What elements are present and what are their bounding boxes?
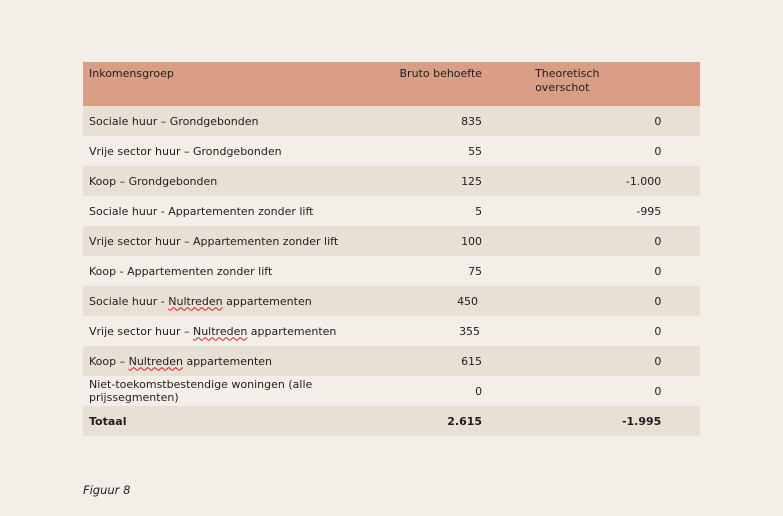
bruto-cell: 100 [461, 234, 483, 248]
overschot-cell: 0 [654, 384, 662, 398]
bruto-cell: 355 [459, 324, 481, 338]
row-label: Niet-toekomstbestendige woningen (alle p… [83, 376, 384, 406]
row-label: Vrije sector huur – Appartementen zonder… [83, 226, 384, 256]
label-text: appartementen [222, 294, 312, 308]
table-row: Koop – Grondgebonden 125 -1.000 [83, 166, 700, 196]
bruto-cell: 0 [475, 384, 483, 398]
table-row: Koop – Nultreden appartementen 615 0 [83, 346, 700, 376]
bruto-cell: 55 [468, 144, 483, 158]
label-text: Koop – Grondgebonden [89, 174, 218, 188]
bruto-cell: 835 [461, 114, 483, 128]
header-inkomensgroep: Inkomensgroep [89, 67, 174, 80]
row-label: Sociale huur – Grondgebonden [83, 106, 384, 136]
row-label: Koop – Nultreden appartementen [83, 346, 384, 376]
row-label: Koop – Grondgebonden [83, 166, 384, 196]
bruto-cell: 5 [475, 204, 483, 218]
table-row: Sociale huur - Nultreden appartementen 4… [83, 286, 700, 316]
bruto-cell: 450 [457, 294, 479, 308]
table-row: Niet-toekomstbestendige woningen (alle p… [83, 376, 700, 406]
label-text: appartementen [182, 354, 273, 368]
label-text: Vrije sector huur – Grondgebonden [89, 144, 282, 158]
label-text: Koop – [89, 354, 129, 368]
table-row: Vrije sector huur – Nultreden appartemen… [83, 316, 700, 346]
spellcheck-flagged-word: Nultreden [128, 354, 183, 368]
total-label: Totaal [89, 414, 127, 428]
overschot-cell: 0 [654, 234, 662, 248]
overschot-cell: 0 [654, 264, 662, 278]
header-line-1: Theoretisch [535, 67, 600, 80]
header-theoretisch-overschot: Theoretisch overschot [482, 62, 661, 106]
row-label: Vrije sector huur – Grondgebonden [83, 136, 384, 166]
figure-caption: Figuur 8 [83, 483, 131, 497]
label-text: Niet-toekomstbestendige woningen (alle p… [89, 378, 313, 404]
overschot-cell: 0 [654, 354, 662, 368]
table-row: Koop - Appartementen zonder lift 75 0 [83, 256, 700, 286]
overschot-cell: 0 [654, 324, 662, 338]
row-label: Sociale huur - Appartementen zonder lift [83, 196, 384, 226]
row-label: Sociale huur - Nultreden appartementen [83, 286, 384, 316]
row-label: Vrije sector huur – Nultreden appartemen… [83, 316, 384, 346]
overschot-cell: -995 [636, 204, 662, 218]
header-line-2: overschot [535, 81, 590, 94]
table-row: Sociale huur - Appartementen zonder lift… [83, 196, 700, 226]
header-bruto-behoefte: Bruto behoefte [399, 67, 483, 80]
table-header: Inkomensgroep Bruto behoefte Theoretisch… [83, 62, 700, 106]
overschot-cell: 0 [654, 294, 662, 308]
bruto-cell: 75 [468, 264, 483, 278]
label-text: Sociale huur – Grondgebonden [89, 114, 259, 128]
table-total-row: Totaal 2.615 -1.995 [83, 406, 700, 436]
label-text: Sociale huur - [89, 294, 169, 308]
label-text: Vrije sector huur – [89, 324, 193, 338]
label-text: Vrije sector huur – Appartementen zonder… [89, 234, 339, 248]
overschot-cell: -1.000 [625, 174, 662, 188]
overschot-cell: 0 [654, 114, 662, 128]
label-text: appartementen [247, 324, 337, 338]
table-row: Vrije sector huur – Grondgebonden 55 0 [83, 136, 700, 166]
spellcheck-flagged-word: Nultreden [168, 294, 223, 308]
spellcheck-flagged-word: Nultreden [192, 324, 248, 338]
label-text: Sociale huur - Appartementen zonder lift [89, 204, 314, 218]
table-row: Vrije sector huur – Appartementen zonder… [83, 226, 700, 256]
row-label: Koop - Appartementen zonder lift [83, 256, 384, 286]
housing-needs-table: Inkomensgroep Bruto behoefte Theoretisch… [83, 62, 700, 436]
total-overschot: -1.995 [621, 414, 662, 428]
table-row: Sociale huur – Grondgebonden 835 0 [83, 106, 700, 136]
bruto-cell: 125 [461, 174, 483, 188]
bruto-cell: 615 [461, 354, 483, 368]
total-bruto: 2.615 [447, 414, 483, 428]
label-text: Koop - Appartementen zonder lift [89, 264, 273, 278]
overschot-cell: 0 [654, 144, 662, 158]
